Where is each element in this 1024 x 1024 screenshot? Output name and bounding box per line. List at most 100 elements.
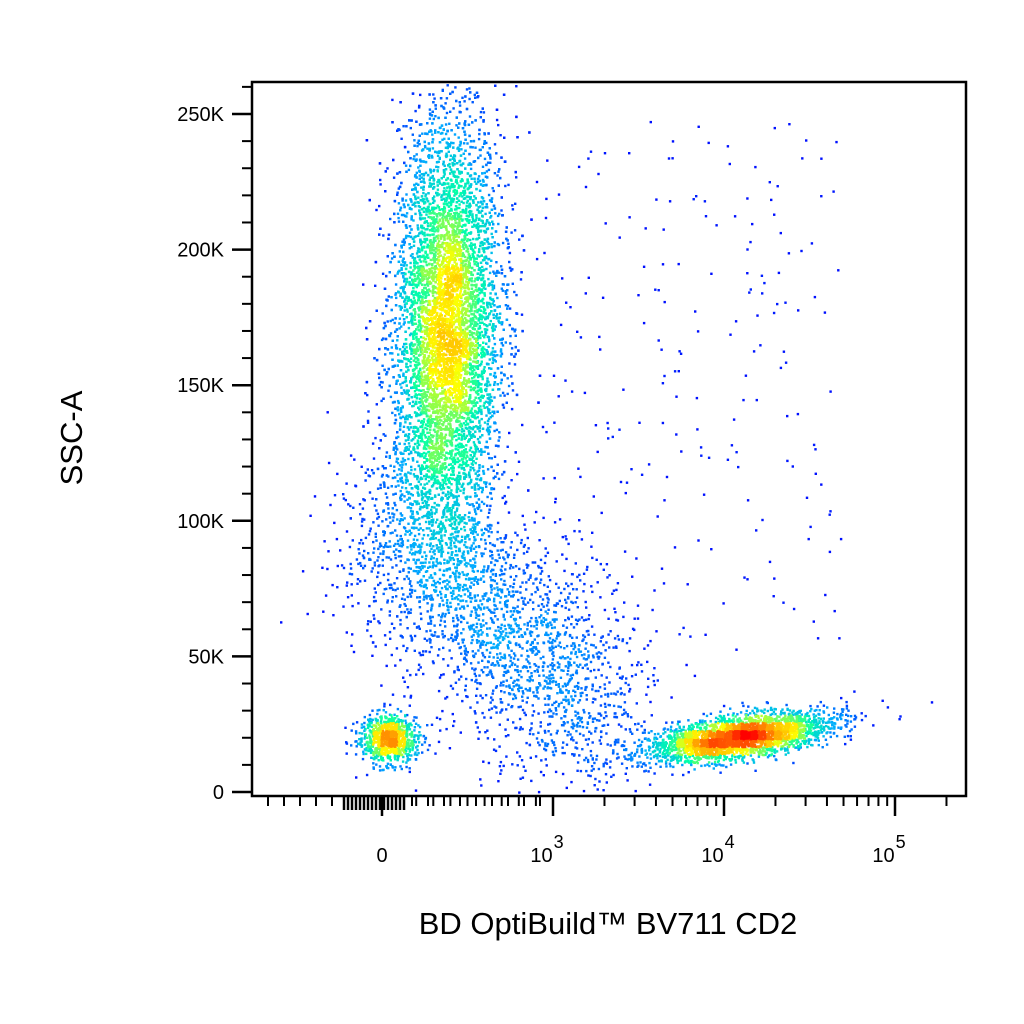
event-point (578, 650, 581, 653)
event-point (530, 616, 533, 620)
event-point (400, 268, 403, 271)
event-point (600, 695, 603, 698)
event-point (493, 172, 497, 175)
event-point (604, 761, 607, 764)
event-point (538, 743, 541, 747)
event-point (532, 649, 535, 653)
event-point (454, 575, 457, 578)
event-point (431, 138, 435, 141)
event-point (492, 223, 495, 226)
event-point (403, 303, 407, 306)
event-point (538, 674, 541, 677)
event-point (551, 652, 554, 655)
event-point (432, 93, 435, 96)
event-point (429, 544, 432, 547)
event-point (438, 157, 441, 160)
event-point (378, 564, 381, 567)
event-point (544, 744, 547, 747)
event-point (492, 642, 495, 646)
event-point (473, 487, 477, 490)
event-point (517, 705, 520, 709)
event-point (487, 761, 491, 765)
event-point (501, 321, 504, 324)
event-point (826, 721, 829, 724)
event-point (551, 667, 554, 671)
event-point (512, 681, 515, 684)
event-point (497, 243, 501, 247)
event-point (375, 309, 378, 312)
event-point (442, 603, 445, 607)
event-point (512, 566, 515, 569)
event-point (554, 770, 558, 774)
event-point (517, 689, 521, 693)
event-point (416, 572, 420, 575)
event-point (406, 530, 409, 533)
event-point (400, 498, 403, 501)
event-point (853, 725, 857, 728)
event-point (465, 677, 468, 681)
event-point (557, 634, 560, 638)
event-point (394, 292, 398, 295)
event-point (378, 765, 382, 768)
event-point (427, 510, 430, 514)
event-point (496, 586, 499, 589)
event-point (385, 496, 389, 499)
event-point (631, 758, 634, 761)
event-point (405, 226, 408, 229)
event-point (385, 373, 388, 376)
event-point (704, 720, 707, 723)
event-point (487, 363, 490, 366)
event-point (598, 655, 601, 659)
event-point (473, 530, 476, 533)
event-point (487, 530, 490, 533)
event-point (463, 644, 466, 648)
event-point (377, 583, 380, 587)
event-point (833, 707, 836, 710)
event-point (495, 428, 499, 432)
event-point (714, 716, 718, 720)
event-point (383, 702, 386, 706)
event-point (598, 335, 601, 339)
event-point (573, 685, 577, 688)
event-point (363, 499, 366, 502)
event-point (601, 663, 604, 666)
event-point (573, 644, 576, 647)
event-point (644, 737, 647, 740)
event-point (431, 110, 434, 113)
event-point (442, 569, 446, 572)
event-point (466, 587, 469, 591)
event-point (529, 756, 532, 759)
event-point (475, 613, 478, 616)
event-point (506, 644, 509, 647)
event-point (638, 755, 641, 758)
event-point (487, 535, 491, 538)
event-point (591, 590, 594, 594)
event-point (476, 641, 479, 644)
event-point (644, 769, 647, 772)
event-point (421, 148, 425, 151)
event-point (599, 704, 603, 707)
event-point (466, 621, 469, 624)
event-point (364, 735, 367, 738)
event-point (431, 156, 434, 159)
event-point (554, 645, 557, 648)
event-point (595, 758, 598, 761)
event-point (382, 337, 385, 340)
event-point (512, 697, 515, 701)
event-point (486, 335, 490, 338)
event-point (431, 598, 435, 601)
event-point (445, 601, 449, 605)
event-point (402, 526, 406, 529)
event-point (485, 247, 489, 250)
event-point (506, 635, 510, 638)
event-point (516, 658, 520, 661)
event-point (406, 759, 409, 762)
event-point (564, 665, 567, 668)
event-point (507, 511, 511, 514)
event-point (504, 292, 508, 295)
event-point (669, 728, 672, 731)
event-point (441, 547, 444, 550)
event-point (468, 482, 471, 485)
event-point (471, 526, 474, 529)
event-point (602, 789, 605, 792)
